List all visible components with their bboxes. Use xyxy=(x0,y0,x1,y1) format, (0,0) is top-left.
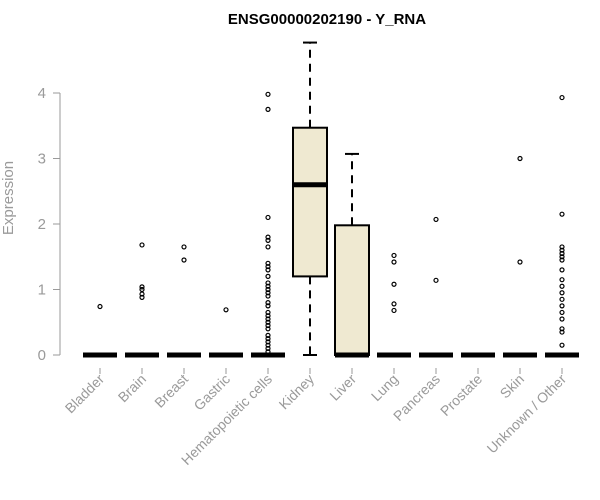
outlier-point xyxy=(265,345,271,352)
outlier-point xyxy=(265,290,271,296)
outlier-point xyxy=(559,283,565,289)
y-tick-label: 0 xyxy=(38,347,46,364)
outlier-point xyxy=(265,303,271,309)
y-tick-label: 1 xyxy=(38,282,46,299)
x-tick-label: Brain xyxy=(115,371,149,405)
outlier-point xyxy=(265,273,271,279)
outlier-point xyxy=(391,301,397,307)
outlier-point xyxy=(139,284,145,290)
outlier-point xyxy=(559,277,565,283)
outlier-point xyxy=(139,242,145,248)
outlier-point xyxy=(559,303,565,309)
box-skin xyxy=(503,155,537,358)
outlier-point xyxy=(265,283,271,289)
box-body xyxy=(334,224,370,356)
x-tick-label: Bladder xyxy=(62,371,108,417)
outlier-point xyxy=(559,309,565,316)
box-pancreas xyxy=(419,216,453,358)
outlier-point xyxy=(265,260,271,266)
y-axis: 0 1 2 3 4 xyxy=(38,85,61,364)
outlier-point xyxy=(265,244,271,250)
outlier-point xyxy=(265,342,271,348)
x-tick-label: Unknown / Other xyxy=(484,371,570,457)
outlier-point xyxy=(265,336,271,342)
x-tick-label: Prostate xyxy=(437,371,485,419)
outlier-point xyxy=(181,257,187,263)
outlier-point xyxy=(559,326,565,332)
x-tick-label: Liver xyxy=(326,371,359,404)
outlier-point xyxy=(139,286,145,293)
outlier-point xyxy=(139,294,145,300)
chart-title: ENSG00000202190 - Y_RNA xyxy=(228,11,426,28)
outlier-point xyxy=(223,307,229,313)
box-brain xyxy=(125,242,159,358)
outlier-point xyxy=(391,307,397,314)
outlier-point xyxy=(391,259,397,265)
outlier-point xyxy=(559,250,565,257)
y-tick-label: 4 xyxy=(38,85,46,102)
y-tick-label: 2 xyxy=(38,216,46,233)
outlier-point xyxy=(265,332,271,338)
outlier-point xyxy=(559,244,565,250)
x-tick-label: Lung xyxy=(368,371,401,404)
box-gastric xyxy=(209,307,243,358)
outlier-point xyxy=(265,316,271,322)
x-tick-label: Kidney xyxy=(276,371,318,413)
outlier-point xyxy=(517,259,523,265)
outlier-point xyxy=(559,267,565,273)
outlier-point xyxy=(559,257,565,263)
x-tick-label: Pancreas xyxy=(390,371,443,424)
outlier-point xyxy=(559,254,565,260)
box-unknown-other xyxy=(545,94,579,358)
outlier-point xyxy=(265,322,271,329)
outlier-point xyxy=(559,94,565,101)
y-axis-label: Expression xyxy=(0,161,17,235)
box-body xyxy=(292,126,328,278)
outlier-point xyxy=(265,293,271,299)
outlier-point xyxy=(559,247,565,253)
outlier-point xyxy=(265,349,271,355)
x-tick-label: Skin xyxy=(497,371,528,402)
outlier-point xyxy=(181,244,187,250)
outlier-point xyxy=(559,211,565,217)
x-tick-label: Breast xyxy=(151,371,191,411)
box-lung xyxy=(377,252,411,358)
outlier-point xyxy=(265,91,271,97)
box-liver xyxy=(334,152,370,358)
outlier-point xyxy=(559,290,565,296)
outlier-point xyxy=(265,263,271,270)
outlier-point xyxy=(391,281,397,287)
outlier-point xyxy=(265,309,271,316)
outlier-point xyxy=(559,316,565,322)
outlier-point xyxy=(433,216,439,223)
box-breast xyxy=(167,244,201,358)
outlier-point xyxy=(433,277,439,283)
outlier-point xyxy=(265,319,271,325)
outlier-point xyxy=(97,303,103,310)
box-hematopoietic-cells xyxy=(251,91,285,358)
box-bladder xyxy=(83,303,117,358)
outlier-point xyxy=(517,155,523,162)
box-kidney xyxy=(292,41,328,356)
outlier-point xyxy=(265,267,271,273)
outlier-point xyxy=(265,300,271,306)
outlier-point xyxy=(265,234,271,240)
outlier-point xyxy=(265,237,271,243)
outlier-point xyxy=(265,326,271,332)
outlier-point xyxy=(265,339,271,345)
outlier-point xyxy=(265,106,271,112)
outlier-point xyxy=(559,296,565,302)
y-tick-label: 3 xyxy=(38,151,46,168)
outlier-point xyxy=(559,329,565,335)
outlier-point xyxy=(265,280,271,286)
outlier-point xyxy=(265,214,271,221)
outlier-point xyxy=(391,252,397,259)
outlier-point xyxy=(559,342,565,348)
boxplot-series xyxy=(83,41,579,358)
outlier-point xyxy=(265,286,271,293)
outlier-point xyxy=(265,313,271,319)
